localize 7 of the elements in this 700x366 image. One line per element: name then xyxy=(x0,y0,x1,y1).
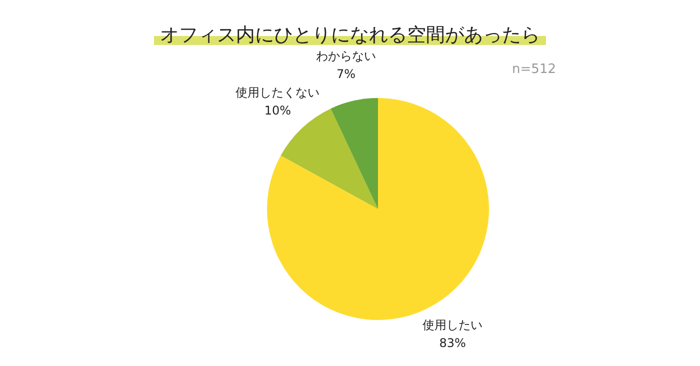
slice-label: 使用したくない xyxy=(236,85,320,100)
data-label: 10% xyxy=(264,103,292,118)
slice-label: 使用したい xyxy=(422,318,483,332)
slice-label: わからない xyxy=(316,49,376,64)
text: n=512 xyxy=(511,62,556,77)
data-label: 83% xyxy=(439,336,466,350)
data-label: 7% xyxy=(336,67,356,82)
